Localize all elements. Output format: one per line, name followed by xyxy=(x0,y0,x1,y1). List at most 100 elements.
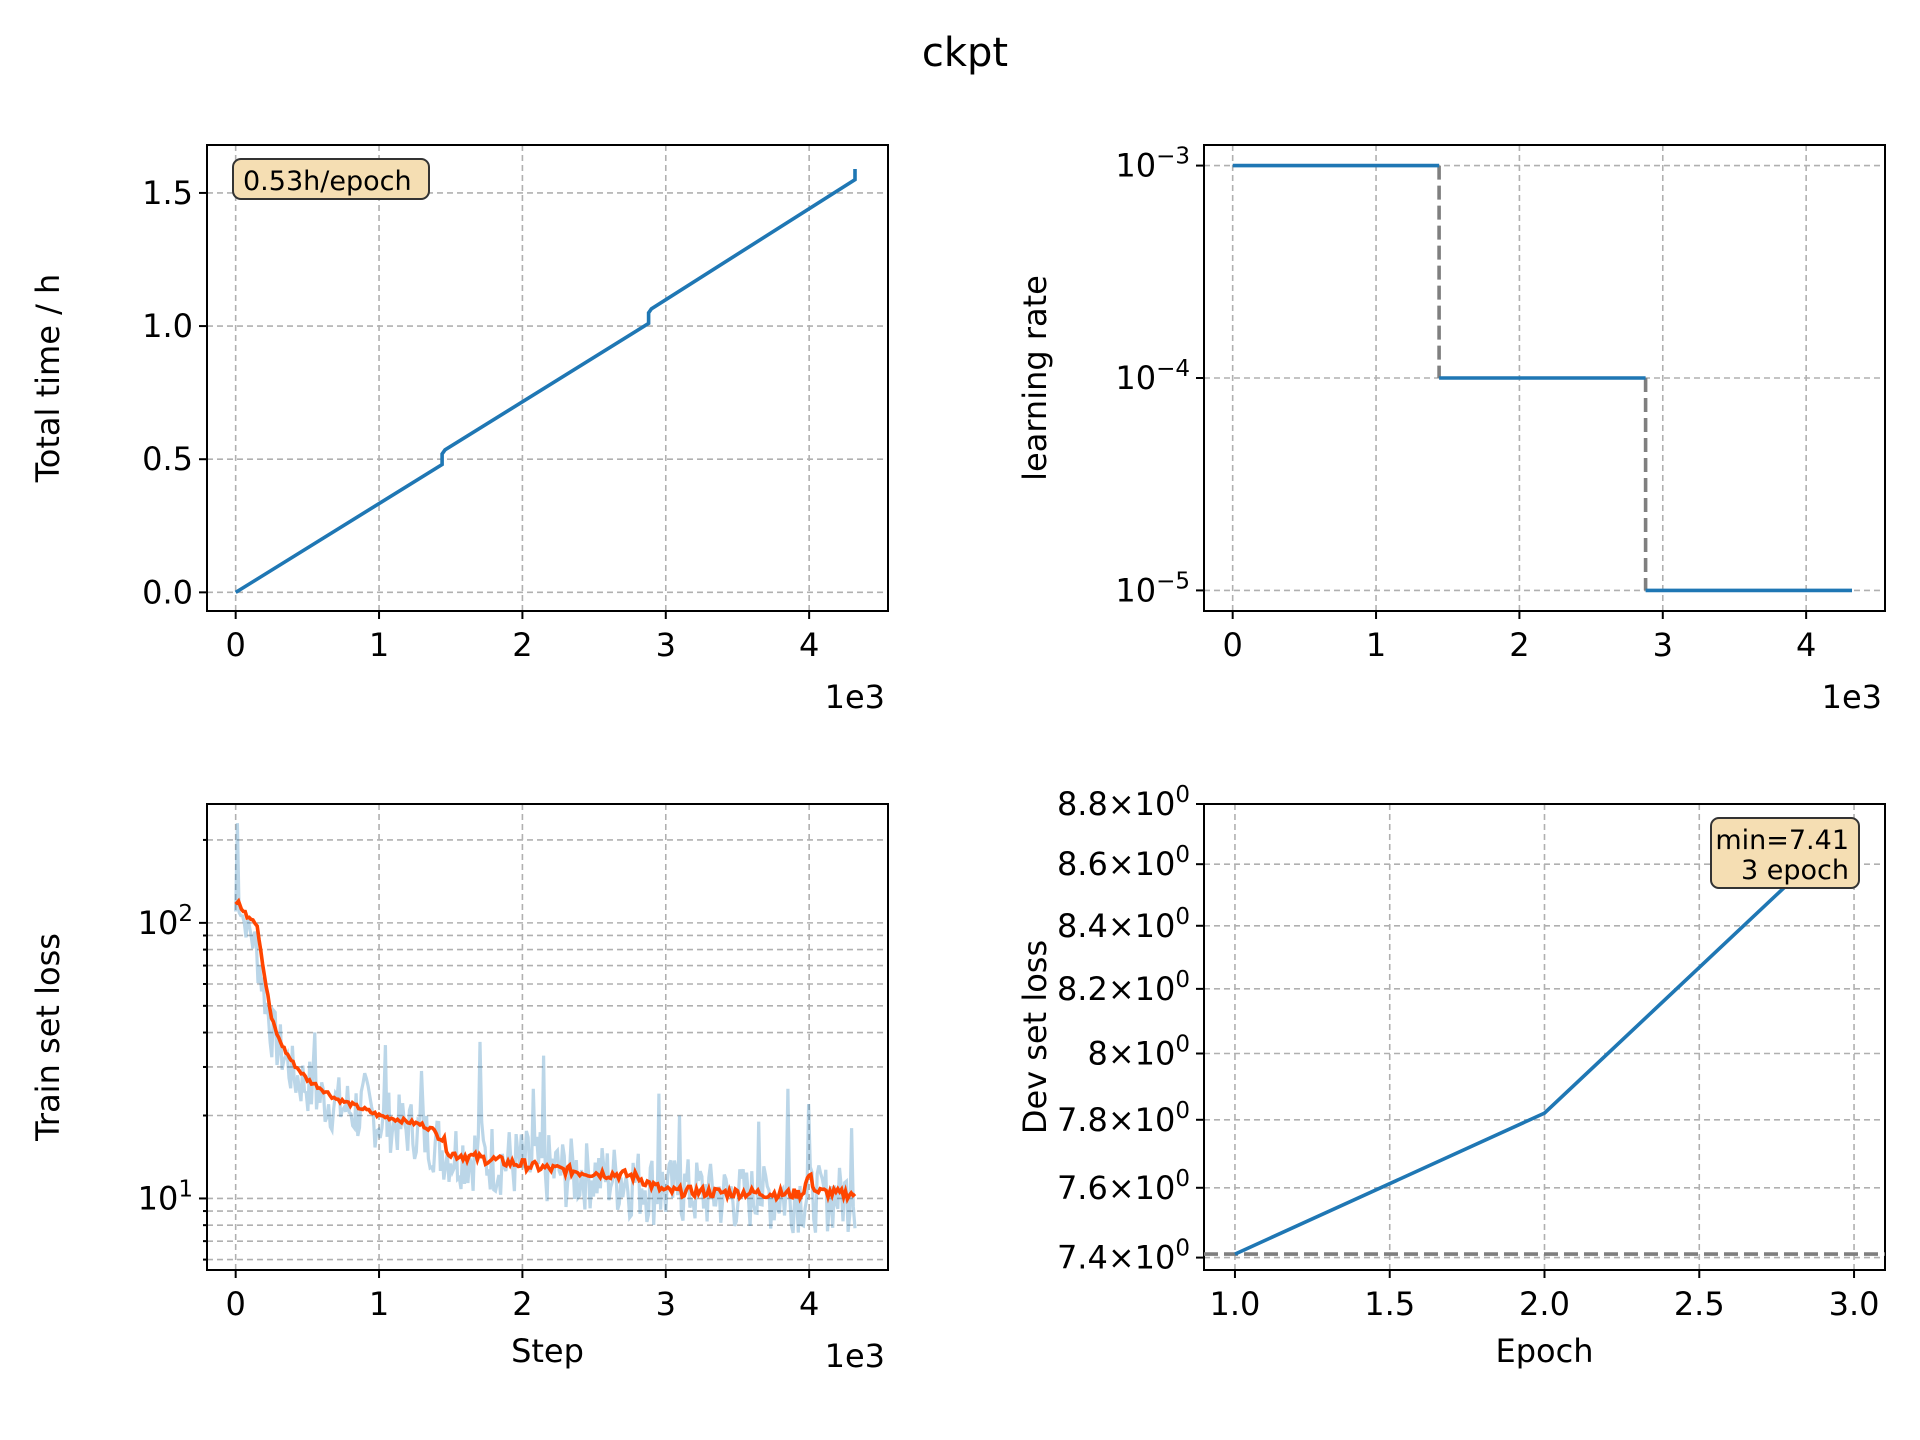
times-ten: ×10 xyxy=(1108,845,1176,883)
annotation-text: 3 epoch xyxy=(1741,855,1849,886)
y-tick-base: 10 xyxy=(138,904,179,942)
y-tick-base: 10 xyxy=(138,1179,179,1217)
annotation-box xyxy=(1710,817,1860,889)
y-tick-base: 8 xyxy=(1087,1035,1107,1073)
y-axis-label: Train set loss xyxy=(29,933,67,1142)
x-tick-label: 1.5 xyxy=(1364,1285,1415,1323)
y-tick-label: 8.4×100 xyxy=(1057,904,1190,945)
x-tick-label: 0 xyxy=(225,1285,245,1323)
x-tick-label: 3 xyxy=(1653,626,1673,664)
y-tick-label: 8.6×100 xyxy=(1057,842,1190,883)
x-tick-label: 0 xyxy=(1222,626,1242,664)
total-time-chart: 0 1 2 3 4 0.0 0.5 1.0 1.5 Total time / h 1e3 0.53h/… xyxy=(29,144,889,716)
y-tick-base: 10 xyxy=(1115,571,1156,609)
y-tick-exponent: 0 xyxy=(1175,967,1190,993)
y-tick-base: 8.4 xyxy=(1057,907,1108,945)
y-tick-label: 102 xyxy=(138,901,193,942)
annotation-box xyxy=(232,158,430,200)
x-offset-label: 1e3 xyxy=(1822,678,1882,716)
y-axis-label: Dev set loss xyxy=(1016,940,1054,1134)
y-tick-label: 7.4×100 xyxy=(1057,1236,1190,1277)
x-tick-label: 3 xyxy=(656,626,676,664)
y-tick-base: 7.8 xyxy=(1057,1101,1108,1139)
figure-title: ckpt xyxy=(922,30,1008,76)
x-tick-label: 2 xyxy=(512,1285,532,1323)
times-ten: ×10 xyxy=(1108,970,1176,1008)
x-axis-label: Step xyxy=(511,1332,584,1370)
y-axis-label: learning rate xyxy=(1016,275,1054,481)
train-loss-raw-line xyxy=(234,823,857,1234)
y-tick-exponent: −4 xyxy=(1156,356,1190,382)
y-tick-label: 7.6×100 xyxy=(1057,1166,1190,1207)
x-tick-label: 2 xyxy=(1509,626,1529,664)
x-offset-label: 1e3 xyxy=(825,1337,885,1375)
y-tick-label: 8.2×100 xyxy=(1057,967,1190,1008)
y-tick-exponent: −3 xyxy=(1156,144,1190,170)
y-tick-label: 8.8×100 xyxy=(1057,782,1190,823)
x-tick-label: 2.5 xyxy=(1674,1285,1725,1323)
axes-frame xyxy=(1203,144,1886,612)
x-tick-label: 2 xyxy=(512,626,532,664)
x-tick-label: 4 xyxy=(799,1285,819,1323)
y-tick-base: 8.2 xyxy=(1057,970,1108,1008)
axes-frame xyxy=(1203,803,1886,1271)
x-tick-label: 0 xyxy=(225,626,245,664)
y-tick-base: 10 xyxy=(1115,359,1156,397)
x-tick-label: 2.0 xyxy=(1519,1285,1570,1323)
y-tick-base: 7.4 xyxy=(1057,1239,1108,1277)
y-tick-label: 1.5 xyxy=(142,174,193,212)
times-ten: ×10 xyxy=(1108,785,1176,823)
times-ten: ×10 xyxy=(1108,1035,1176,1073)
y-tick-exponent: 0 xyxy=(1175,842,1190,868)
y-tick-exponent: 0 xyxy=(1175,782,1190,808)
x-tick-label: 4 xyxy=(1796,626,1816,664)
x-tick-label: 1.0 xyxy=(1210,1285,1261,1323)
times-ten: ×10 xyxy=(1108,907,1176,945)
y-tick-label: 10−3 xyxy=(1115,144,1190,185)
x-tick-label: 1 xyxy=(369,1285,389,1323)
annotation-text: 0.53h/epoch xyxy=(243,166,412,197)
x-tick-label: 1 xyxy=(369,626,389,664)
y-tick-base: 10 xyxy=(1115,147,1156,185)
y-tick-exponent: 0 xyxy=(1175,1166,1190,1192)
y-tick-exponent: −5 xyxy=(1156,568,1190,594)
y-tick-label: 8×100 xyxy=(1087,1032,1190,1073)
dev-loss-line xyxy=(1234,820,1856,1256)
x-axis-label: Epoch xyxy=(1496,1332,1594,1370)
y-tick-label: 10−4 xyxy=(1115,356,1190,397)
x-tick-label: 4 xyxy=(799,626,819,664)
train-loss-smooth-line xyxy=(234,897,857,1205)
y-tick-label: 0.5 xyxy=(142,440,193,478)
y-tick-exponent: 1 xyxy=(178,1176,193,1202)
y-tick-base: 8.6 xyxy=(1057,845,1108,883)
y-tick-label: 10−5 xyxy=(1115,568,1190,609)
x-tick-label: 1 xyxy=(1366,626,1386,664)
y-tick-exponent: 0 xyxy=(1175,1236,1190,1262)
y-tick-exponent: 0 xyxy=(1175,1098,1190,1124)
x-offset-label: 1e3 xyxy=(825,678,885,716)
y-tick-label: 0.0 xyxy=(142,573,193,611)
times-ten: ×10 xyxy=(1108,1101,1176,1139)
time-line xyxy=(234,169,857,594)
y-tick-exponent: 0 xyxy=(1175,1032,1190,1058)
annotation-text: min=7.41 xyxy=(1715,825,1849,856)
y-tick-exponent: 0 xyxy=(1175,904,1190,930)
y-tick-exponent: 2 xyxy=(178,901,193,927)
dev-loss-chart: 1.0 1.5 2.0 2.5 3.07.4×1007.6×1007.8×1008×10… xyxy=(1016,782,1886,1370)
y-tick-label: 101 xyxy=(138,1176,193,1217)
y-tick-label: 1.0 xyxy=(142,307,193,345)
times-ten: ×10 xyxy=(1108,1239,1176,1277)
axes-frame xyxy=(206,144,889,612)
times-ten: ×10 xyxy=(1108,1169,1176,1207)
x-tick-label: 3 xyxy=(656,1285,676,1323)
y-tick-label: 7.8×100 xyxy=(1057,1098,1190,1139)
axes-frame xyxy=(206,803,889,1271)
y-tick-base: 8.8 xyxy=(1057,785,1108,823)
y-axis-label: Total time / h xyxy=(29,274,67,484)
y-tick-base: 7.6 xyxy=(1057,1169,1108,1207)
x-tick-label: 3.0 xyxy=(1829,1285,1880,1323)
